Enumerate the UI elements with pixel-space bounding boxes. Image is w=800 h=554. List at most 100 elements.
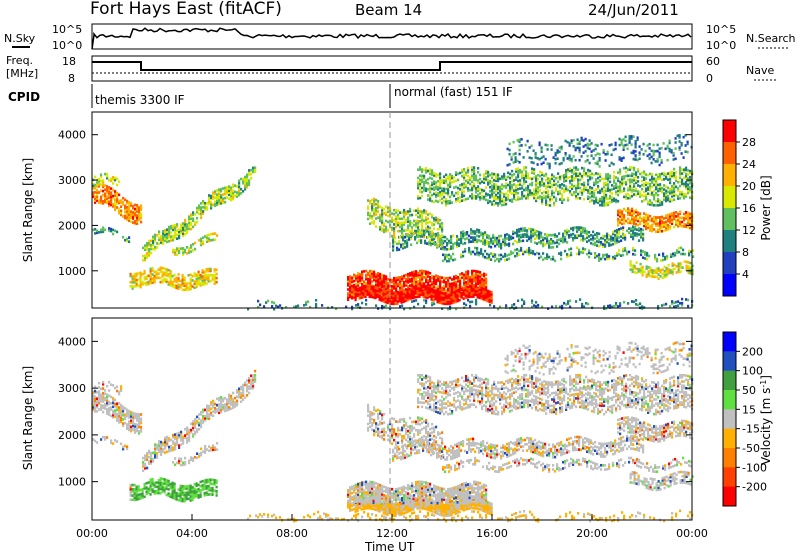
range-gate-cell: [132, 205, 135, 208]
range-gate-cell: [666, 255, 669, 258]
range-gate-cell: [610, 237, 613, 241]
range-gate-cell: [431, 303, 434, 307]
range-gate-cell: [504, 252, 507, 256]
range-gate-cell: [674, 147, 677, 150]
range-gate-cell: [616, 254, 619, 257]
range-gate-cell: [371, 280, 374, 283]
range-gate-cell: [388, 300, 391, 303]
range-gate-cell: [114, 204, 117, 208]
range-gate-cell: [488, 290, 491, 293]
range-gate-cell: [407, 226, 410, 230]
range-gate-cell: [370, 291, 373, 295]
range-gate-cell: [404, 295, 407, 299]
range-gate-cell: [421, 190, 424, 194]
range-gate-cell: [526, 150, 529, 153]
range-gate-cell: [530, 236, 533, 239]
range-gate-cell: [547, 203, 550, 207]
range-gate-cell: [457, 190, 460, 194]
range-gate-cell: [679, 180, 682, 184]
range-gate-cell: [464, 233, 467, 237]
range-gate-cell: [620, 141, 623, 144]
range-gate-cell: [204, 204, 207, 207]
range-gate-cell: [531, 183, 534, 187]
range-gate-cell: [582, 145, 585, 148]
range-gate-cell: [637, 270, 640, 273]
range-gate-cell: [347, 280, 350, 283]
range-gate-cell: [228, 185, 231, 188]
range-gate-cell: [671, 184, 674, 188]
range-gate-cell: [573, 184, 576, 188]
range-gate-cell: [508, 142, 511, 146]
range-gate-cell: [487, 170, 490, 174]
colorbar-swatch: [723, 186, 736, 209]
range-gate-cell: [487, 201, 490, 205]
range-gate-cell: [679, 192, 682, 196]
range-gate-cell: [659, 201, 662, 205]
range-gate-cell: [629, 268, 632, 271]
range-gate-cell: [102, 193, 105, 197]
range-gate-cell: [669, 225, 672, 228]
range-gate-cell: [441, 230, 444, 233]
range-gate-cell: [381, 275, 384, 279]
range-gate-cell: [449, 183, 452, 186]
range-gate-cell: [618, 253, 621, 256]
range-gate-cell: [677, 224, 680, 228]
range-gate-cell: [625, 166, 628, 170]
range-gate-cell: [193, 280, 196, 283]
range-gate-cell: [485, 176, 488, 179]
range-gate-cell: [583, 169, 586, 172]
range-gate-cell: [651, 225, 654, 229]
range-gate-cell: [437, 279, 440, 282]
range-gate-cell: [557, 180, 560, 184]
range-gate-cell: [246, 173, 249, 177]
range-gate-cell: [643, 224, 646, 228]
range-gate-cell: [150, 239, 153, 243]
range-gate-cell: [114, 229, 117, 233]
range-gate-cell: [590, 252, 593, 255]
range-gate-cell: [502, 242, 505, 246]
range-gate-cell: [427, 235, 430, 239]
range-gate-cell: [383, 230, 386, 234]
range-gate-cell: [347, 282, 350, 285]
colorbar-swatch: [723, 230, 736, 253]
range-gate-cell: [470, 232, 473, 235]
range-gate-cell: [424, 231, 427, 235]
range-gate-cell: [627, 213, 630, 216]
range-gate-cell: [394, 236, 397, 240]
range-gate-cell: [689, 270, 692, 273]
range-gate-cell: [587, 195, 590, 198]
range-gate-cell: [392, 242, 395, 246]
range-gate-cell: [425, 278, 428, 282]
range-gate-cell: [520, 144, 523, 147]
range-gate-cell: [514, 156, 517, 159]
range-gate-cell: [629, 180, 632, 184]
range-gate-cell: [222, 199, 225, 202]
range-gate-cell: [110, 201, 113, 205]
range-gate-cell: [478, 235, 481, 238]
range-gate-cell: [144, 254, 147, 258]
range-gate-cell: [392, 244, 395, 248]
range-gate-cell: [451, 286, 454, 289]
range-gate-cell: [396, 248, 399, 252]
range-gate-cell: [546, 162, 549, 165]
range-gate-cell: [409, 209, 412, 213]
range-gate-cell: [398, 240, 401, 243]
range-gate-cell: [597, 180, 600, 184]
range-gate-cell: [477, 167, 480, 170]
range-gate-cell: [455, 307, 458, 311]
range-gate-cell: [577, 196, 580, 200]
range-gate-cell: [134, 207, 137, 211]
range-gate-cell: [655, 187, 658, 191]
range-gate-cell: [663, 192, 666, 195]
cpid-segment-1: themis 3300 IF: [95, 93, 185, 107]
range-gate-cell: [544, 243, 547, 246]
range-gate-cell: [424, 287, 427, 291]
range-gate-cell: [421, 224, 424, 228]
range-gate-cell: [643, 194, 646, 198]
range-gate-cell: [522, 156, 525, 159]
range-gate-cell: [184, 250, 187, 254]
range-gate-cell: [673, 190, 676, 193]
range-gate-cell: [486, 252, 489, 256]
range-gate-cell: [167, 275, 170, 278]
